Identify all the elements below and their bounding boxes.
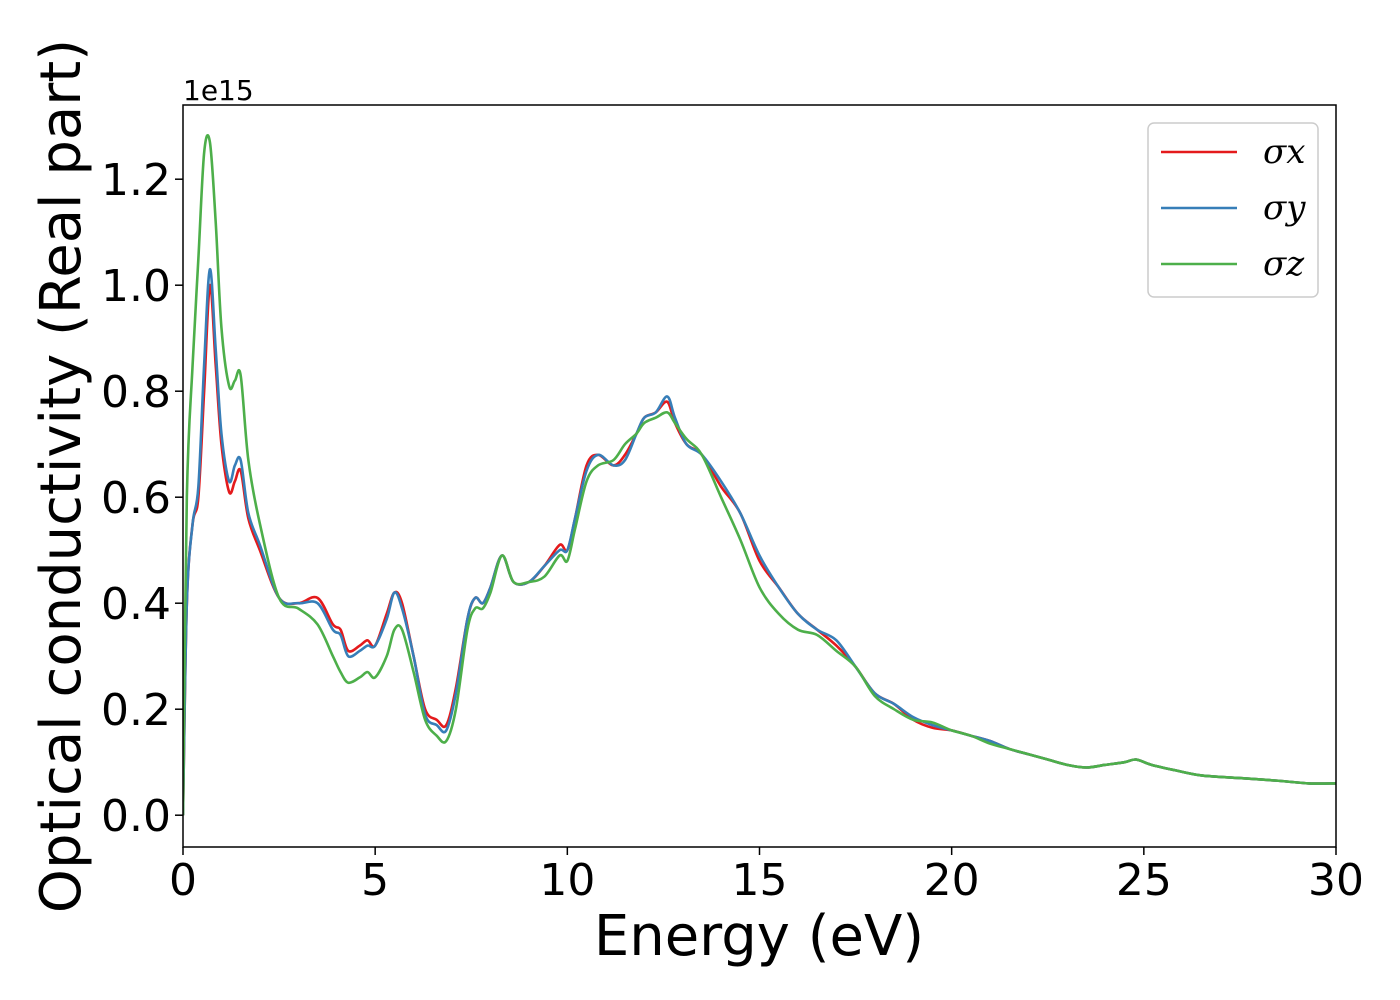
x-tick-label: 30 — [1308, 855, 1364, 906]
y-tick-label: 0.4 — [101, 579, 171, 630]
x-tick-label: 5 — [361, 855, 389, 906]
x-tick-label: 0 — [169, 855, 197, 906]
y-tick-label: 0.8 — [101, 367, 171, 418]
y-tick-label: 0.6 — [101, 473, 171, 524]
y-tick-label: 0.2 — [101, 685, 171, 736]
legend-box — [1147, 122, 1319, 298]
legend-label-2: σy — [1263, 188, 1306, 228]
x-tick-label: 10 — [539, 855, 595, 906]
x-axis-title: Energy (eV) — [594, 904, 924, 969]
series-line-3 — [183, 133, 1336, 816]
legend-label-1: σx — [1263, 132, 1305, 172]
y-axis: 0.0 0.2 0.4 0.6 0.8 1.0 1.2 — [101, 155, 183, 842]
x-tick-label: 15 — [732, 855, 788, 906]
x-tick-label: 25 — [1116, 855, 1172, 906]
x-tick-label: 20 — [924, 855, 980, 906]
x-axis: 0 5 10 15 20 25 30 — [169, 847, 1364, 906]
offset-text: 1e15 — [183, 74, 254, 107]
series-line-2 — [183, 267, 1336, 816]
series-layer — [183, 133, 1336, 816]
y-tick-label: 1.2 — [101, 155, 171, 206]
legend: σx σy σz — [1147, 122, 1319, 298]
y-tick-label: 1.0 — [101, 261, 171, 312]
y-tick-label: 0.0 — [101, 791, 171, 842]
legend-label-3: σz — [1263, 244, 1305, 284]
series-line-1 — [183, 283, 1336, 816]
y-axis-title: Optical conductivity (Real part) — [29, 39, 94, 913]
